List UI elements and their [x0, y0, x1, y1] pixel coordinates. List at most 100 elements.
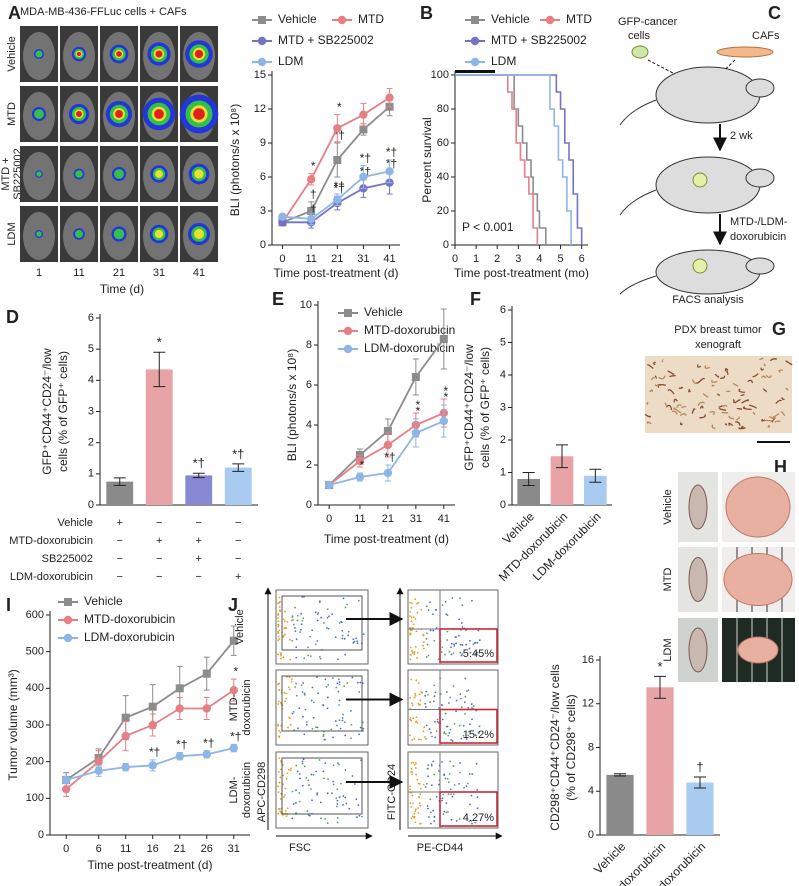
flow-event — [464, 695, 467, 698]
bar — [584, 475, 607, 505]
micrograph-texture — [644, 357, 793, 430]
point — [278, 212, 287, 221]
flow-event — [469, 803, 471, 806]
bar — [550, 456, 574, 505]
flow-event — [277, 723, 280, 726]
flow-event — [316, 726, 319, 729]
flow-event — [467, 734, 470, 737]
flow-event — [418, 802, 421, 804]
flow-event — [433, 820, 436, 822]
flow-event — [412, 651, 414, 654]
y-tick-label: 100 — [431, 69, 449, 81]
flow-event — [277, 703, 280, 705]
flow-event — [409, 785, 412, 788]
flow-event — [278, 781, 281, 784]
flow-event — [298, 800, 301, 803]
flow-event — [278, 638, 281, 640]
point — [175, 684, 184, 693]
flow-event — [294, 630, 297, 633]
y-tick-label: 8 — [588, 741, 594, 753]
stain — [664, 402, 668, 408]
flow-event — [433, 684, 436, 687]
legend-label: LDM — [491, 54, 516, 68]
point — [439, 335, 448, 343]
flow-event — [459, 762, 462, 764]
stain — [760, 367, 765, 371]
flow-event — [335, 797, 338, 800]
point — [359, 110, 368, 119]
stain — [781, 397, 785, 401]
flow-event — [278, 689, 280, 691]
flow-event — [449, 728, 452, 731]
flow-event — [316, 676, 318, 678]
flow-event — [433, 639, 436, 642]
flow-event — [434, 720, 436, 723]
stain — [732, 382, 739, 387]
flow-event — [290, 767, 292, 770]
flow-event — [416, 651, 419, 654]
point — [202, 669, 211, 678]
stain — [725, 370, 729, 376]
flow-event — [423, 726, 426, 729]
stain — [747, 379, 754, 384]
x-tick-label: Vehicle — [591, 839, 628, 876]
flow-event — [478, 725, 481, 728]
significance: *† — [386, 145, 397, 159]
flow-event — [277, 635, 280, 638]
flow-event — [291, 616, 294, 618]
flow-event — [465, 629, 467, 632]
stain — [691, 408, 696, 414]
flow-event — [422, 730, 425, 733]
stain — [691, 379, 698, 385]
significance: † — [310, 202, 317, 216]
flow-event — [278, 757, 281, 760]
flow-event — [425, 690, 428, 693]
y-tick-label: 2 — [306, 459, 312, 471]
x-tick-label: 21 — [174, 843, 186, 855]
significance: * — [443, 390, 448, 404]
flow-event — [300, 684, 303, 687]
error-bar — [153, 351, 166, 388]
flow-event — [327, 778, 329, 780]
imaging-row-label: MTD + — [0, 157, 12, 190]
flow-event — [419, 787, 422, 790]
stain — [681, 406, 687, 409]
flow-event — [410, 719, 412, 722]
y-axis-label: BLI (photons/s x 10⁸) — [285, 349, 299, 461]
flow-event — [296, 770, 299, 773]
signal-blob — [36, 171, 42, 177]
flow-event — [419, 703, 421, 706]
flow-event — [453, 723, 456, 725]
x-axis-label: Time post-treatment (d) — [88, 858, 213, 872]
flow-plot — [407, 669, 499, 746]
treatment-sign: − — [117, 571, 123, 583]
error-bar — [556, 444, 568, 469]
flow-event — [419, 699, 422, 702]
flow-event — [278, 602, 280, 604]
flow-event — [295, 638, 298, 641]
flow-event — [418, 693, 421, 696]
flow-event — [344, 734, 347, 737]
significance: *† — [360, 151, 371, 165]
flow-event — [409, 716, 412, 719]
flow-event — [337, 678, 340, 681]
flow-event — [355, 798, 358, 801]
flow-event — [459, 693, 462, 696]
flow-event — [325, 627, 328, 629]
flow-event — [311, 799, 313, 802]
y-axis-label: cells (% of GFP⁺ cells) — [56, 351, 70, 472]
flow-event — [355, 637, 358, 640]
flow-event — [301, 691, 304, 693]
flow-event — [292, 623, 295, 626]
flow-event — [460, 697, 462, 700]
flow-event — [284, 794, 286, 796]
imaging-xlabel: Time (d) — [100, 282, 144, 296]
flow-event — [278, 606, 281, 608]
flow-event — [459, 643, 462, 646]
x-tick-label: 31 — [410, 513, 422, 525]
legend-marker — [545, 15, 555, 25]
flow-event — [453, 645, 456, 647]
signal-blob — [75, 110, 83, 118]
flow-event — [356, 642, 359, 645]
gate-percent: 5.45% — [463, 648, 494, 660]
